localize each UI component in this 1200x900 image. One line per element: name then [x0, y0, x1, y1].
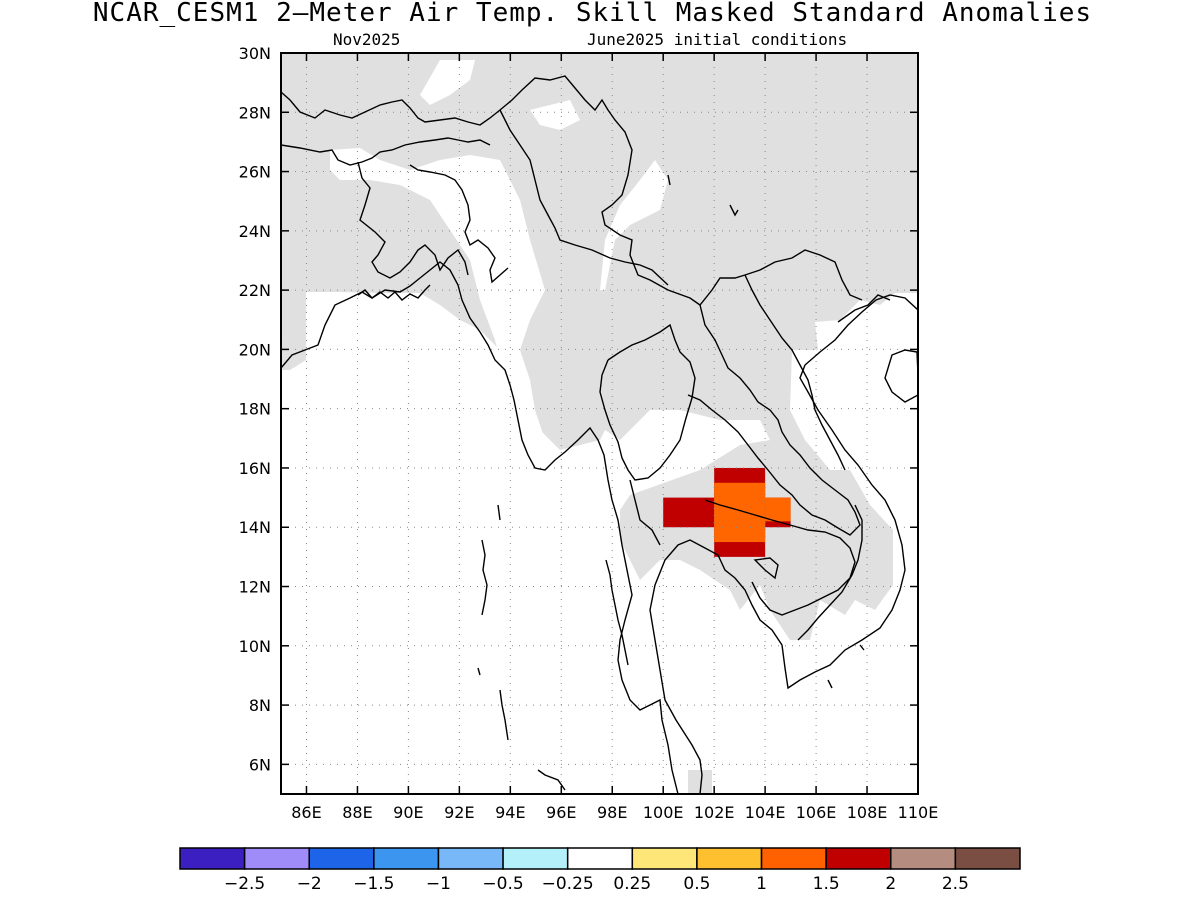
colorbar-swatch: [179, 847, 246, 870]
border-myanmar-china: [499, 109, 669, 286]
andaman-islands: [477, 504, 509, 741]
colorbar-label: −1: [426, 874, 451, 894]
hainan-island: [884, 349, 918, 403]
colorbar: [179, 847, 1021, 870]
colorbar-label: −0.25: [542, 874, 594, 894]
lat-tick-label: 22N: [239, 281, 271, 300]
lon-tick-label: 86E: [291, 803, 321, 822]
colorbar-swatch: [502, 847, 569, 870]
colorbar-swatch: [373, 847, 440, 870]
anomaly-cell: [663, 497, 715, 528]
lat-tick-label: 18N: [239, 400, 271, 419]
colorbar-swatch: [437, 847, 504, 870]
lon-tick-label: 102E: [694, 803, 735, 822]
coastline-china-south: [837, 294, 891, 323]
colorbar-swatch: [890, 847, 957, 870]
colorbar-label: 0.5: [683, 874, 710, 894]
unmasked-east-band: [600, 160, 668, 290]
coastline-bay-of-bengal: [281, 261, 679, 794]
colorbar-swatch: [631, 847, 698, 870]
lat-tick-label: 28N: [239, 103, 271, 122]
anomaly-cell: [765, 497, 791, 522]
border-bangladesh: [357, 161, 469, 279]
plot-title: NCAR_CESM1 2—Meter Air Temp. Skill Maske…: [92, 0, 1093, 28]
colorbar-label: 1: [756, 874, 767, 894]
lat-tick-label: 12N: [239, 578, 271, 597]
lat-tick-label: 30N: [239, 44, 271, 63]
border-india-china-north: [281, 75, 863, 306]
lon-tick-label: 88E: [342, 803, 372, 822]
colorbar-label: 1.5: [813, 874, 840, 894]
border-thailand-cambodia: [704, 499, 856, 616]
colorbar-swatch: [954, 847, 1021, 870]
colorbar-label: −2.5: [224, 874, 265, 894]
unmasked-regions: [330, 60, 668, 450]
lon-tick-label: 110E: [898, 803, 939, 822]
border-myanmar-thailand: [599, 323, 696, 546]
lat-tick-label: 26N: [239, 163, 271, 182]
unmasked-valley: [530, 100, 580, 130]
island-east: [729, 204, 739, 217]
sri-lanka-edge: [537, 769, 566, 791]
border-cambodia-vietnam: [797, 504, 863, 641]
colorbar-swatch: [308, 847, 375, 870]
lat-tick-label: 24N: [239, 222, 271, 241]
colorbar-label: 2.5: [942, 874, 969, 894]
unmasked-plateau: [420, 60, 475, 105]
colorbar-label: −0.5: [482, 874, 523, 894]
mask-region-south: [688, 770, 712, 794]
lon-tick-label: 104E: [745, 803, 786, 822]
lon-tick-label: 100E: [643, 803, 684, 822]
colorbar-labels: −2.5 −2 −1.5 −1 −0.5 −0.25 0.25 0.5 1 1.5 2 2.5: [224, 874, 969, 894]
colorbar-swatch: [566, 847, 634, 870]
border-india-myanmar: [409, 164, 509, 284]
latitude-tick-labels: 6N 8N 10N 12N 14N 16N 18N 20N 22N 24N 26N 28N 30N: [239, 44, 271, 774]
island-ne: [667, 174, 671, 186]
initial-conditions-label: June2025 initial conditions: [587, 30, 848, 49]
lat-tick-label: 16N: [239, 459, 271, 478]
colorbar-swatch: [243, 847, 310, 870]
lon-tick-label: 98E: [597, 803, 627, 822]
colorbar-label: 2: [885, 874, 896, 894]
lon-tick-label: 106E: [796, 803, 837, 822]
coastline-bengal-delta: [357, 284, 431, 301]
colorbar-label: −1.5: [353, 874, 394, 894]
longitude-tick-labels: 86E 88E 90E 92E 94E 96E 98E 100E 102E 104E 106E 108…: [291, 803, 938, 822]
lat-tick-label: 6N: [249, 755, 271, 774]
lat-tick-label: 8N: [249, 696, 271, 715]
islands-south-vietnam: [827, 644, 865, 689]
lon-tick-label: 96E: [546, 803, 576, 822]
colorbar-swatch: [825, 847, 892, 870]
anomaly-cell: [714, 482, 766, 543]
lat-tick-label: 20N: [239, 340, 271, 359]
tonle-sap: [753, 557, 779, 580]
border-nepal-bhutan: [281, 137, 491, 166]
colorbar-label: −2: [297, 874, 322, 894]
lon-tick-label: 92E: [444, 803, 474, 822]
lat-tick-label: 10N: [239, 637, 271, 656]
colorbar-swatch: [760, 847, 827, 870]
lon-tick-label: 94E: [495, 803, 525, 822]
colorbar-swatch: [696, 847, 763, 870]
lat-tick-label: 14N: [239, 518, 271, 537]
border-laos: [687, 304, 861, 536]
valid-month-label: Nov2025: [333, 30, 401, 49]
unmasked-northeast: [330, 148, 560, 450]
map-frame: [280, 52, 919, 795]
lon-tick-label: 108E: [847, 803, 888, 822]
coastlines-and-borders: [281, 75, 918, 794]
axis-ticks: [281, 52, 919, 794]
colorbar-label: 0.25: [613, 874, 651, 894]
coastline-gulf-of-thailand: [649, 294, 918, 794]
anomaly-shading: [663, 467, 791, 557]
lon-tick-label: 90E: [393, 803, 423, 822]
mask-region-north: [281, 53, 918, 640]
border-laos-vietnam: [744, 274, 846, 471]
mergui-archipelago: [605, 559, 629, 666]
